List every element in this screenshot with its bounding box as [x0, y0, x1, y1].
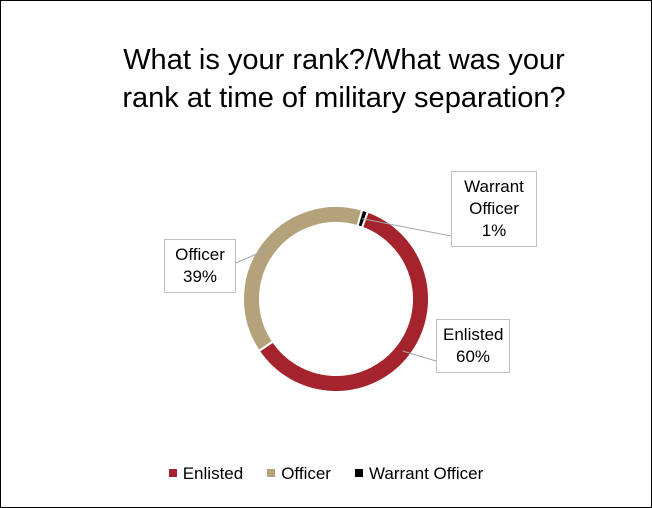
legend-swatch [267, 469, 276, 477]
legend-item: Warrant Officer [354, 464, 484, 484]
leader-line [235, 248, 269, 264]
leader-line [402, 350, 437, 362]
category-label: Officer [175, 245, 225, 264]
legend-label: Enlisted [182, 464, 244, 483]
data-label: Warrant Officer 1% [451, 171, 537, 247]
value-label: 1% [481, 221, 507, 240]
legend-item: Officer [267, 464, 331, 484]
value-label: 60% [455, 347, 491, 366]
donut-segment [242, 205, 364, 353]
legend: Enlisted Officer Warrant Officer [1, 464, 651, 484]
value-label: 39% [182, 267, 218, 286]
leader-line [362, 218, 452, 237]
chart-title: What is your rank?/What was your rank at… [122, 44, 566, 114]
legend-item: Enlisted [168, 464, 244, 484]
legend-label: Officer [281, 464, 331, 483]
legend-label: Warrant Officer [368, 464, 484, 483]
category-label: Warrant Officer [464, 177, 524, 218]
data-label: Enlisted 60% [436, 319, 510, 373]
category-label: Enlisted [443, 325, 504, 344]
data-label: Officer 39% [164, 239, 236, 293]
legend-swatch [168, 469, 177, 477]
legend-swatch [354, 469, 363, 477]
